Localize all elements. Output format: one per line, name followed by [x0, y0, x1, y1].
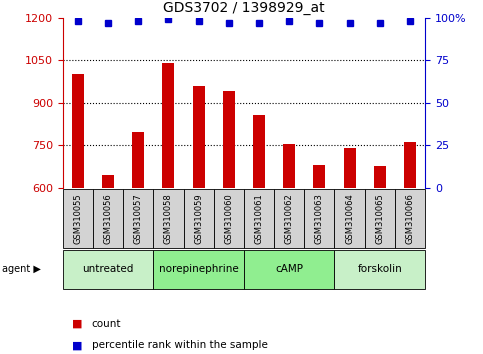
Bar	[184, 189, 213, 248]
Text: norepinephrine: norepinephrine	[159, 264, 239, 274]
Bar	[253, 115, 265, 188]
Bar	[154, 189, 184, 248]
Bar	[404, 142, 416, 188]
Bar	[63, 189, 93, 248]
Text: GSM310063: GSM310063	[315, 193, 324, 244]
Bar	[63, 250, 154, 289]
Text: GSM310058: GSM310058	[164, 193, 173, 244]
Text: GSM310064: GSM310064	[345, 193, 354, 244]
Text: untreated: untreated	[83, 264, 134, 274]
Text: GSM310057: GSM310057	[134, 193, 143, 244]
Bar	[304, 189, 334, 248]
Text: GSM310065: GSM310065	[375, 193, 384, 244]
Bar	[213, 189, 244, 248]
Bar	[102, 175, 114, 188]
Text: GSM310061: GSM310061	[255, 193, 264, 244]
Bar	[334, 189, 365, 248]
Text: GSM310059: GSM310059	[194, 193, 203, 244]
Bar	[395, 189, 425, 248]
Text: count: count	[92, 319, 121, 329]
Bar	[244, 189, 274, 248]
Text: percentile rank within the sample: percentile rank within the sample	[92, 340, 268, 350]
Text: GSM310066: GSM310066	[405, 193, 414, 244]
Text: GSM310062: GSM310062	[284, 193, 294, 244]
Bar	[132, 132, 144, 188]
Text: ■: ■	[72, 319, 83, 329]
Bar	[123, 189, 154, 248]
Bar	[283, 144, 295, 188]
Text: cAMP: cAMP	[275, 264, 303, 274]
Text: GSM310055: GSM310055	[73, 193, 83, 244]
Text: ■: ■	[72, 340, 83, 350]
Title: GDS3702 / 1398929_at: GDS3702 / 1398929_at	[163, 1, 325, 15]
Bar	[365, 189, 395, 248]
Bar	[193, 86, 205, 188]
Bar	[72, 74, 84, 188]
Bar	[274, 189, 304, 248]
Bar	[223, 91, 235, 188]
Bar	[162, 63, 174, 188]
Text: agent ▶: agent ▶	[2, 264, 41, 274]
Bar	[334, 250, 425, 289]
Bar	[343, 148, 355, 188]
Bar	[374, 166, 386, 188]
Bar	[244, 250, 334, 289]
Text: forskolin: forskolin	[357, 264, 402, 274]
Text: GSM310056: GSM310056	[103, 193, 113, 244]
Bar	[154, 250, 244, 289]
Bar	[93, 189, 123, 248]
Text: GSM310060: GSM310060	[224, 193, 233, 244]
Bar	[313, 165, 326, 188]
